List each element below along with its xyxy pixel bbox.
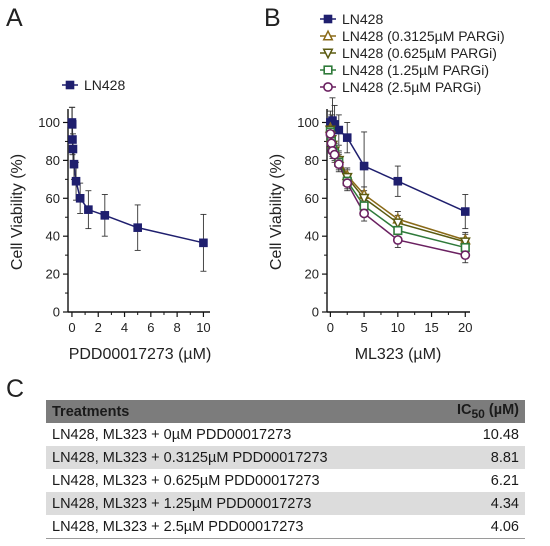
data-point [393, 225, 403, 236]
data-point [71, 176, 81, 186]
data-point [68, 144, 78, 154]
data-point [459, 237, 471, 249]
data-point [322, 48, 334, 60]
y-tick-label: 0 [53, 305, 60, 320]
x-tick-label: 4 [121, 320, 128, 335]
data-point [460, 207, 470, 216]
y-tick-label: 0 [312, 305, 319, 320]
data-point [84, 205, 93, 214]
chart-b-y-axis-title: Cell Viability (%) [268, 154, 285, 270]
chart-a: 0 20 40 60 80 100 0 2 4 6 8 10 LN428 [38, 77, 210, 335]
data-point [342, 133, 352, 142]
y-tick-label: 40 [305, 229, 319, 244]
data-point [69, 159, 79, 169]
data-point [460, 242, 470, 253]
data-point [334, 125, 344, 135]
table-row: LN428, ML323 + 2.5µM PDD00017273 4.06 [46, 515, 525, 539]
table-cell-treatment: LN428, ML323 + 1.25µM PDD00017273 [46, 492, 427, 515]
table-cell-ic50: 4.06 [426, 515, 525, 539]
table-cell-ic50: 8.81 [426, 446, 525, 469]
x-tick-label: 2 [95, 320, 102, 335]
table-row: LN428, ML323 + 0.625µM PDD00017273 6.21 [46, 469, 525, 492]
data-point [329, 149, 340, 160]
table-cell-treatment: LN428, ML323 + 2.5µM PDD00017273 [46, 515, 427, 539]
y-tick-label: 40 [46, 229, 60, 244]
data-point [100, 211, 110, 220]
legend-label: LN428 (2.5µM PARGi) [342, 79, 481, 95]
y-tick-label: 60 [305, 191, 319, 206]
table-cell-treatment: LN428, ML323 + 0.3125µM PDD00017273 [46, 446, 427, 469]
table-header-ic50: IC50 (µM) [426, 400, 525, 423]
table-row: LN428, ML323 + 0.3125µM PDD00017273 8.81 [46, 446, 525, 469]
data-point [359, 208, 369, 219]
data-point [323, 65, 333, 75]
data-point [68, 135, 77, 144]
ic50-table: Treatments IC50 (µM) LN428, ML323 + 0µM … [46, 400, 525, 539]
ic-unit: (µM) [484, 402, 519, 419]
y-tick-label: 80 [305, 153, 319, 168]
chart-a-x-axis-title: PDD00017273 (µM) [69, 346, 212, 363]
x-tick-label: 10 [391, 320, 405, 335]
data-point [359, 161, 369, 171]
table-cell-treatment: LN428, ML323 + 0.625µM PDD00017273 [46, 469, 427, 492]
table-header-treatments: Treatments [46, 400, 427, 423]
ic-subscript: 50 [471, 406, 485, 421]
x-tick-label: 0 [327, 320, 334, 335]
data-point [393, 176, 403, 186]
x-tick-label: 6 [147, 320, 154, 335]
data-point [67, 120, 77, 129]
data-point [359, 201, 369, 211]
y-tick-label: 60 [46, 191, 60, 206]
table-cell-treatment: LN428, ML323 + 0µM PDD00017273 [46, 423, 427, 446]
x-tick-label: 5 [360, 320, 367, 335]
y-tick-label: 100 [38, 115, 60, 130]
x-tick-label: 20 [458, 320, 472, 335]
panel-b-letter: B [264, 4, 281, 32]
y-tick-label: 20 [46, 267, 60, 282]
legend-label: LN428 (1.25µM PARGi) [342, 62, 489, 78]
table-cell-ic50: 4.34 [426, 492, 525, 515]
y-tick-label: 20 [305, 267, 319, 282]
legend-label: LN428 [84, 77, 125, 93]
table-cell-ic50: 6.21 [426, 469, 525, 492]
data-point [460, 250, 471, 261]
data-point [392, 218, 404, 230]
ic-label: IC [456, 402, 472, 419]
table-cell-ic50: 10.48 [426, 423, 525, 446]
data-point [199, 238, 208, 248]
y-tick-label: 100 [297, 115, 319, 130]
chart-b-x-axis-title: ML323 (µM) [355, 346, 442, 363]
data-point [358, 193, 370, 205]
legend-label: LN428 (0.625µM PARGi) [342, 45, 497, 61]
data-point [392, 235, 403, 245]
table-header-row: Treatments IC50 (µM) [46, 400, 525, 423]
table-row: LN428, ML323 + 1.25µM PDD00017273 4.34 [46, 492, 525, 515]
x-tick-label: 10 [196, 320, 210, 335]
data-point [325, 128, 336, 139]
data-point [322, 29, 334, 41]
table-row: LN428, ML323 + 0µM PDD00017273 10.48 [46, 423, 525, 446]
chart-a-y-axis-title: Cell Viability (%) [9, 154, 26, 270]
data-point [342, 178, 353, 189]
data-point [65, 80, 75, 90]
legend-label: LN428 [342, 11, 383, 27]
data-point [323, 14, 333, 24]
legend-label: LN428 (0.3125µM PARGi) [342, 28, 505, 44]
data-point [323, 82, 333, 92]
panel-a-letter: A [6, 4, 23, 32]
data-point [75, 193, 85, 203]
x-tick-label: 0 [68, 320, 75, 335]
y-tick-label: 80 [46, 153, 60, 168]
panel-c-letter: C [6, 375, 24, 403]
x-tick-label: 15 [424, 320, 438, 335]
x-tick-label: 8 [174, 320, 181, 335]
data-point [333, 159, 344, 170]
data-point [133, 223, 142, 232]
